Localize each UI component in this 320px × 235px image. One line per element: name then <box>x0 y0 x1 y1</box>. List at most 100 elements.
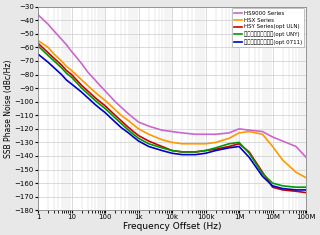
美国某品牌仪器系列(opt UNY) <box>170 149 174 152</box>
Line: 美国某品牌仪器系列(opt UNY): 美国某品牌仪器系列(opt UNY) <box>38 46 306 187</box>
HS9000 Series <box>281 140 284 142</box>
HSY Series(opt ULN) <box>237 142 241 145</box>
HSX Series <box>281 159 284 161</box>
HS9000 Series <box>304 156 308 159</box>
HSY Series(opt ULN) <box>260 171 264 174</box>
HSY Series(opt ULN) <box>170 149 174 152</box>
德国某品牌仪器系列(opt 0711) <box>113 121 117 123</box>
HS9000 Series <box>137 121 140 123</box>
HSX Series <box>227 137 231 140</box>
美国某品牌仪器系列(opt UNY) <box>194 150 197 153</box>
美国某品牌仪器系列(opt UNY) <box>260 172 264 175</box>
HSX Series <box>52 53 56 56</box>
HS9000 Series <box>113 100 117 103</box>
HS9000 Series <box>227 132 231 134</box>
HSY Series(opt ULN) <box>36 42 40 45</box>
HSX Series <box>46 46 50 49</box>
美国某品牌仪器系列(opt UNY) <box>80 87 84 90</box>
HSY Series(opt ULN) <box>132 130 135 133</box>
HSY Series(opt ULN) <box>103 104 107 107</box>
HS9000 Series <box>60 38 63 41</box>
HS9000 Series <box>147 125 151 128</box>
HS9000 Series <box>46 23 50 26</box>
德国某品牌仪器系列(opt 0711) <box>80 91 84 94</box>
德国某品牌仪器系列(opt 0711) <box>36 53 40 56</box>
HSY Series(opt ULN) <box>180 150 184 153</box>
德国某品牌仪器系列(opt 0711) <box>65 78 68 81</box>
美国某品牌仪器系列(opt UNY) <box>65 72 68 74</box>
HSX Series <box>247 130 251 133</box>
HSX Series <box>194 142 197 145</box>
美国某品牌仪器系列(opt UNY) <box>60 66 63 69</box>
德国某品牌仪器系列(opt 0711) <box>132 136 135 138</box>
HS9000 Series <box>237 127 241 130</box>
HS9000 Series <box>132 117 135 119</box>
HSY Series(opt ULN) <box>160 145 164 148</box>
美国某品牌仪器系列(opt UNY) <box>36 45 40 47</box>
HSY Series(opt ULN) <box>204 149 207 152</box>
HS9000 Series <box>260 130 264 133</box>
HSX Series <box>86 84 90 87</box>
美国某品牌仪器系列(opt UNY) <box>46 54 50 57</box>
HSY Series(opt ULN) <box>281 188 284 191</box>
德国某品牌仪器系列(opt 0711) <box>119 126 123 129</box>
德国某品牌仪器系列(opt 0711) <box>127 132 131 134</box>
德国某品牌仪器系列(opt 0711) <box>281 187 284 190</box>
HS9000 Series <box>160 129 164 132</box>
HSY Series(opt ULN) <box>194 150 197 153</box>
德国某品牌仪器系列(opt 0711) <box>304 188 308 191</box>
HS9000 Series <box>65 43 68 46</box>
HS9000 Series <box>214 133 218 136</box>
HS9000 Series <box>80 62 84 65</box>
HSX Series <box>160 138 164 141</box>
美国某品牌仪器系列(opt UNY) <box>52 59 56 62</box>
美国某品牌仪器系列(opt UNY) <box>237 141 241 144</box>
Line: HS9000 Series: HS9000 Series <box>38 15 306 157</box>
美国某品牌仪器系列(opt UNY) <box>93 99 97 102</box>
HSX Series <box>132 123 135 126</box>
HSY Series(opt ULN) <box>304 191 308 194</box>
HS9000 Series <box>180 132 184 134</box>
美国某品牌仪器系列(opt UNY) <box>271 182 275 184</box>
HSX Series <box>147 133 151 136</box>
HS9000 Series <box>93 78 97 81</box>
HSY Series(opt ULN) <box>247 150 251 153</box>
HSY Series(opt ULN) <box>46 51 50 54</box>
HSY Series(opt ULN) <box>60 64 63 67</box>
美国某品牌仪器系列(opt UNY) <box>98 103 102 106</box>
美国某品牌仪器系列(opt UNY) <box>119 122 123 125</box>
HS9000 Series <box>294 145 298 148</box>
HSY Series(opt ULN) <box>227 145 231 148</box>
HSX Series <box>127 119 131 122</box>
HSY Series(opt ULN) <box>70 73 74 76</box>
德国某品牌仪器系列(opt 0711) <box>46 61 50 64</box>
HSY Series(opt ULN) <box>271 186 275 189</box>
HSY Series(opt ULN) <box>127 126 131 129</box>
美国某品牌仪器系列(opt UNY) <box>281 184 284 187</box>
HS9000 Series <box>86 70 90 73</box>
Line: 德国某品牌仪器系列(opt 0711): 德国某品牌仪器系列(opt 0711) <box>38 54 306 190</box>
HSX Series <box>271 145 275 148</box>
HS9000 Series <box>271 136 275 138</box>
德国某品牌仪器系列(opt 0711) <box>137 140 140 142</box>
HSX Series <box>80 78 84 81</box>
Line: HSY Series(opt ULN): HSY Series(opt ULN) <box>38 43 306 193</box>
HSX Series <box>60 59 63 62</box>
HSY Series(opt ULN) <box>86 89 90 92</box>
美国某品牌仪器系列(opt UNY) <box>113 117 117 119</box>
德国某品牌仪器系列(opt 0711) <box>52 66 56 69</box>
HSX Series <box>98 95 102 98</box>
HSX Series <box>304 176 308 179</box>
美国某品牌仪器系列(opt UNY) <box>132 133 135 136</box>
德国某品牌仪器系列(opt 0711) <box>170 152 174 155</box>
美国某品牌仪器系列(opt UNY) <box>103 107 107 110</box>
美国某品牌仪器系列(opt UNY) <box>86 92 90 95</box>
HSY Series(opt ULN) <box>147 140 151 142</box>
HSY Series(opt ULN) <box>52 57 56 60</box>
德国某品牌仪器系列(opt 0711) <box>260 175 264 178</box>
美国某品牌仪器系列(opt UNY) <box>204 149 207 152</box>
德国某品牌仪器系列(opt 0711) <box>103 111 107 114</box>
HSY Series(opt ULN) <box>137 134 140 137</box>
美国某品牌仪器系列(opt UNY) <box>137 137 140 140</box>
HS9000 Series <box>119 106 123 109</box>
